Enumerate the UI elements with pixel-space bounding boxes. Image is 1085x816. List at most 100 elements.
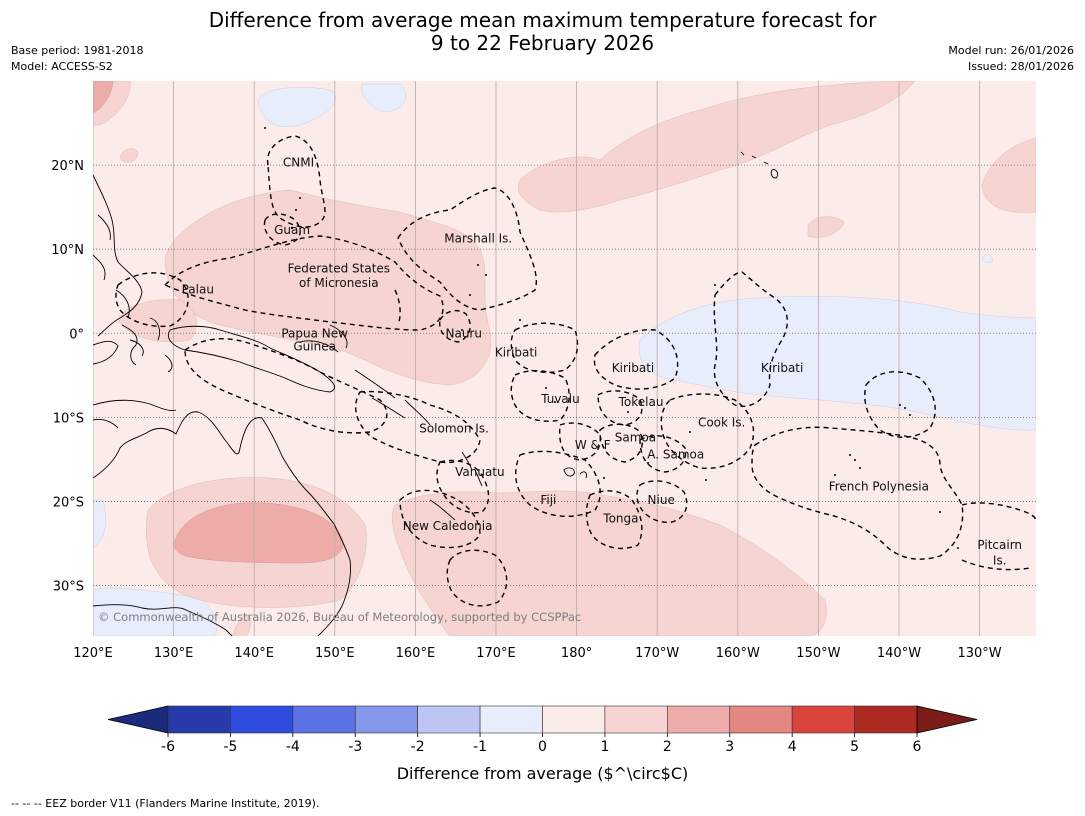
coastlines <box>93 151 779 636</box>
colorbar-swatch <box>167 705 231 734</box>
australia-coast <box>93 411 351 636</box>
colorbar-tick-label: -6 <box>161 739 175 755</box>
eez-fiji <box>514 450 601 518</box>
lat-tick-label: 10°S <box>53 411 84 426</box>
country-label: Papua New <box>281 326 348 340</box>
lat-tick-label: 0° <box>69 327 84 342</box>
eez-tuvalu <box>510 370 570 422</box>
lon-tick-label: 150°W <box>796 646 840 661</box>
colorbar-tick-label: -4 <box>286 739 300 755</box>
lon-tick-label: 130°E <box>154 646 194 661</box>
eez-tokelau <box>597 390 643 426</box>
eez-french-polynesia-north <box>864 371 936 438</box>
colorbar-label-text: Difference from average ($^\circ$C) <box>396 764 689 783</box>
country-label: A. Samoa <box>647 447 704 461</box>
hawaii-coast <box>740 151 779 179</box>
country-label: Niue <box>648 493 675 507</box>
country-label: Samoa <box>615 431 656 445</box>
eez-vanuatu <box>436 459 490 514</box>
country-label: Tuvalu <box>540 392 580 406</box>
lon-tick-label: 130°W <box>957 646 1001 661</box>
lat-tick-label: 20°S <box>53 495 84 510</box>
axis-tick-labels: 120°E 130°E 140°E 150°E 160°E 170°E 180° 170°W 1… <box>51 159 1002 661</box>
colorbar-swatch <box>791 705 855 734</box>
colorbar-tick-label: -2 <box>411 739 425 755</box>
eez-new-caledonia <box>399 489 481 549</box>
eez-kiribati-line <box>713 271 788 407</box>
colorbar-tick-labels: -6 -5 -4 -3 -2 -1 0 1 2 3 4 5 6 <box>161 733 922 755</box>
lon-tick-label: 160°W <box>716 646 760 661</box>
country-label: French Polynesia <box>829 479 929 493</box>
country-label: Federated States <box>288 262 390 276</box>
colorbar-tick-label: 2 <box>663 739 672 755</box>
eez-nauru <box>439 309 471 343</box>
country-label: Kiribati <box>761 361 803 375</box>
model-text: Model: ACCESS-S2 <box>11 60 113 73</box>
colorbar-tick-label: 6 <box>913 739 922 755</box>
country-label: of Micronesia <box>299 276 379 290</box>
maluku-coast <box>149 317 173 373</box>
eez-niue <box>636 480 688 523</box>
country-label: Vanuatu <box>455 465 505 479</box>
country-label: New Caledonia <box>403 519 493 533</box>
eez-cook-islands <box>660 393 755 469</box>
lon-tick-label: 140°W <box>877 646 921 661</box>
country-label: CNMI <box>283 156 314 170</box>
country-label: Solomon Is. <box>419 421 489 435</box>
colorbar-tick-label: -5 <box>223 739 237 755</box>
bismarck-coast <box>299 324 348 353</box>
map-title-line2: 9 to 22 February 2026 <box>430 31 655 55</box>
eez-footnote: -- -- -- EEZ border V11 (Flanders Marine… <box>11 797 320 810</box>
eez-marshall <box>397 187 537 311</box>
colorbar-tick-label: 3 <box>725 739 734 755</box>
colorbar-swatch <box>604 705 668 734</box>
solomon-coast <box>354 369 431 426</box>
colorbar-swatch <box>542 705 606 734</box>
colorbar-swatch <box>729 705 793 734</box>
country-label: W & F <box>575 438 611 452</box>
eez-wallis-futuna <box>558 422 602 461</box>
country-label: Cook Is. <box>698 415 745 429</box>
base-period-text: Base period: 1981-2018 <box>11 44 144 57</box>
colorbar-swatch <box>417 705 481 734</box>
colorbar-swatch <box>354 705 418 734</box>
issued-text: Issued: 28/01/2026 <box>967 60 1074 73</box>
fiji-coast <box>563 467 587 479</box>
country-label: Pitcairn <box>977 538 1022 552</box>
sulawesi-coast <box>121 324 144 366</box>
eez-kiribati-phoenix <box>593 329 679 390</box>
colorbar-tick-label: 5 <box>850 739 859 755</box>
colorbar-swatches <box>107 705 978 734</box>
country-label: Is. <box>993 553 1007 567</box>
lon-tick-label: 170°E <box>476 646 516 661</box>
country-label: Guam <box>274 223 310 237</box>
eez-cnmi <box>266 135 326 228</box>
graticule <box>93 81 1036 636</box>
country-label: Palau <box>182 283 214 297</box>
colorbar-swatch <box>479 705 543 734</box>
country-label: Kiribati <box>612 361 654 375</box>
eez-hawaii-edge <box>394 289 401 326</box>
eez-norfolk <box>446 549 508 607</box>
colorbar-tick-label: -1 <box>473 739 487 755</box>
vanuatu-coast <box>461 451 483 487</box>
eez-american-samoa <box>639 435 687 473</box>
map-title-line1: Difference from average mean maximum tem… <box>208 8 877 32</box>
lat-tick-label: 10°N <box>51 243 84 258</box>
cool-anomaly-areas <box>93 83 1036 636</box>
country-label: Tokelau <box>618 395 664 409</box>
eez-png <box>184 338 388 434</box>
eez-pitcairn <box>961 502 1036 571</box>
colorbar-swatch <box>292 705 356 734</box>
colorbar-swatch <box>230 705 294 734</box>
colorbar-tick-label: -3 <box>348 739 362 755</box>
colorbar-tick-label: 4 <box>788 739 797 755</box>
lat-tick-label: 20°N <box>51 159 84 174</box>
colorbar-over-arrow <box>916 705 978 734</box>
country-label: Kiribati <box>495 346 537 360</box>
lat-tick-label: 30°S <box>53 580 84 595</box>
colorbar-tick-label: 1 <box>600 739 609 755</box>
new-guinea-coast <box>167 325 335 393</box>
